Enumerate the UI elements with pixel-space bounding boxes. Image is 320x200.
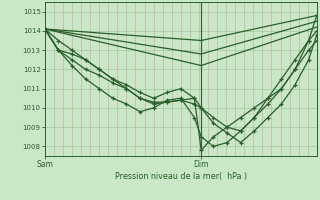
X-axis label: Pression niveau de la mer(  hPa ): Pression niveau de la mer( hPa ) — [115, 172, 247, 181]
